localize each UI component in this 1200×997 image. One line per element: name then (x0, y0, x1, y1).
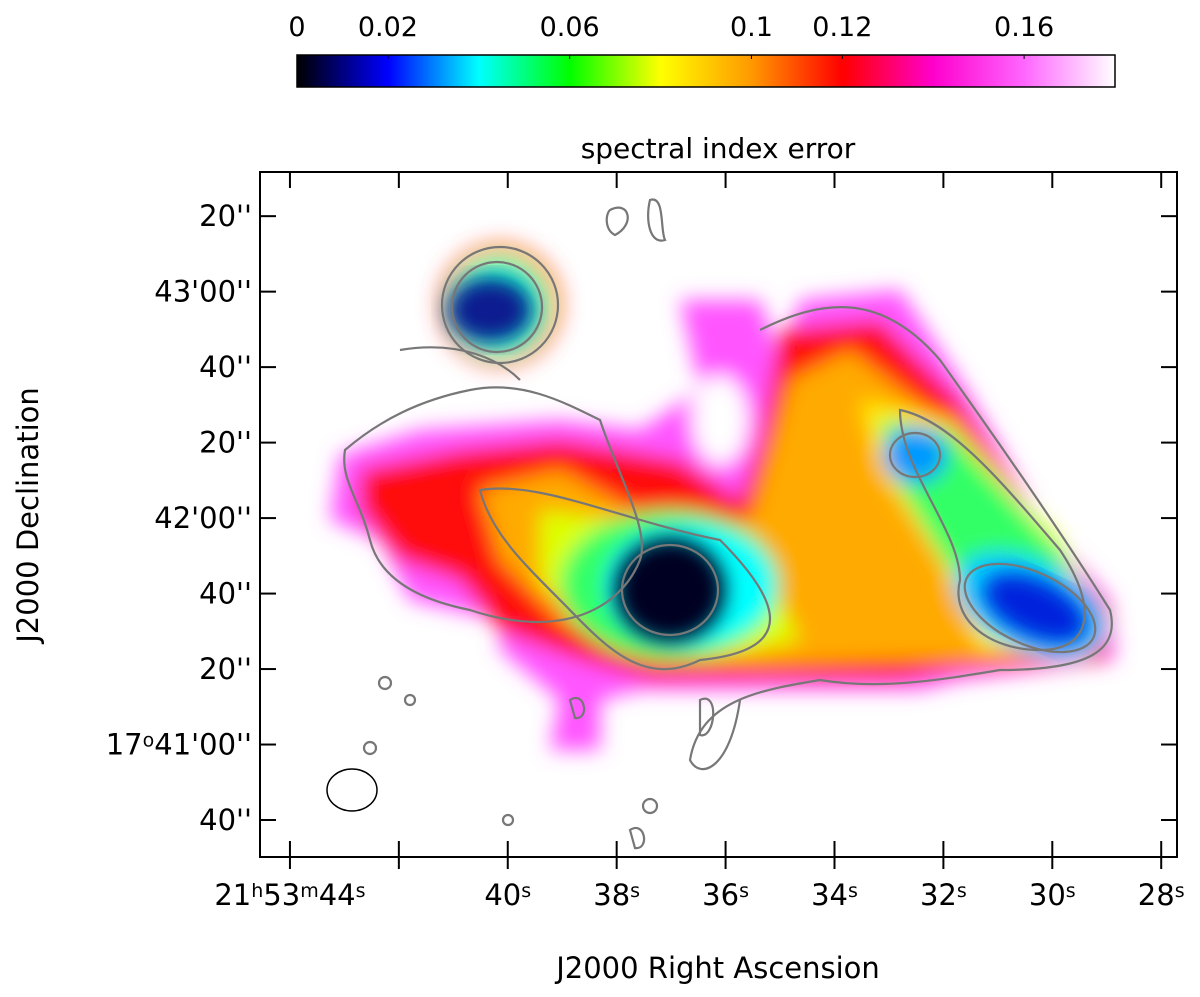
y-tick-label: 20'' (199, 652, 252, 686)
y-tick-label: 40'' (199, 350, 252, 384)
colorbar-tick-label: 0.02 (358, 12, 418, 43)
x-tick-label: 36s (702, 878, 749, 912)
tick-label-part: 38 (593, 878, 630, 912)
colorbar-tick-label: 0.16 (994, 12, 1054, 43)
colorbar-tick-label: 0.06 (540, 12, 600, 43)
tick-label-part: 28 (1138, 878, 1175, 912)
x-tick-label: 32s (920, 878, 967, 912)
plot-frame (259, 171, 1178, 858)
y-tick-label: 43'00'' (154, 275, 252, 309)
tick-label-part: s (739, 880, 749, 902)
tick-label-part: 21 (214, 878, 251, 912)
tick-label-part: s (630, 880, 640, 902)
y-tick-label: 20'' (199, 199, 252, 233)
tick-label-part: 32 (920, 878, 957, 912)
x-tick-label: 28s (1138, 878, 1185, 912)
tick-label-part: 17 (106, 728, 143, 762)
tick-label-part: s (521, 880, 531, 902)
y-tick-label: 42'00'' (154, 501, 252, 535)
y-tick-label: 40'' (199, 577, 252, 611)
colorbar-tick-label: 0 (288, 12, 305, 43)
tick-label-part: 41'00'' (154, 728, 252, 762)
chart-title: spectral index error (581, 132, 856, 165)
y-tick-label: 17o41'00'' (106, 728, 252, 762)
x-tick-label: 38s (593, 878, 640, 912)
image (326, 198, 1115, 850)
x-tick-label: 30s (1029, 878, 1076, 912)
axes: 21h53m44s 40s 38s 36s 34s 32s 30s 28s40''17o41'… (106, 12, 1185, 912)
tick-label-part: h (251, 880, 263, 902)
tick-label-part: o (143, 730, 155, 752)
tick-label-part: s (957, 880, 967, 902)
tick-label-part: s (1066, 880, 1076, 902)
x-axis-label: J2000 Right Ascension (554, 951, 880, 985)
colorbar-tick-label: 0.12 (812, 12, 872, 43)
tick-label-part: s (356, 880, 366, 902)
tick-label-part: m (300, 880, 319, 902)
tick-label-part: s (848, 880, 858, 902)
y-tick-label: 20'' (199, 426, 252, 460)
tick-label-part: 36 (702, 878, 739, 912)
tick-label-part: 44 (319, 878, 356, 912)
y-tick-label: 40'' (199, 803, 252, 837)
tick-label-part: 30 (1029, 878, 1066, 912)
x-tick-label: 21h53m44s (214, 878, 365, 912)
colorbar-tick-label: 0.1 (730, 12, 773, 43)
tick-label-part: 40 (484, 878, 521, 912)
tick-label-part: 53 (263, 878, 300, 912)
x-tick-label: 34s (811, 878, 858, 912)
colorbar (296, 54, 1116, 88)
tick-label-part: s (1175, 880, 1185, 902)
x-tick-label: 40s (484, 878, 531, 912)
y-axis-label: J2000 Declination (11, 387, 45, 645)
tick-label-part: 34 (811, 878, 848, 912)
